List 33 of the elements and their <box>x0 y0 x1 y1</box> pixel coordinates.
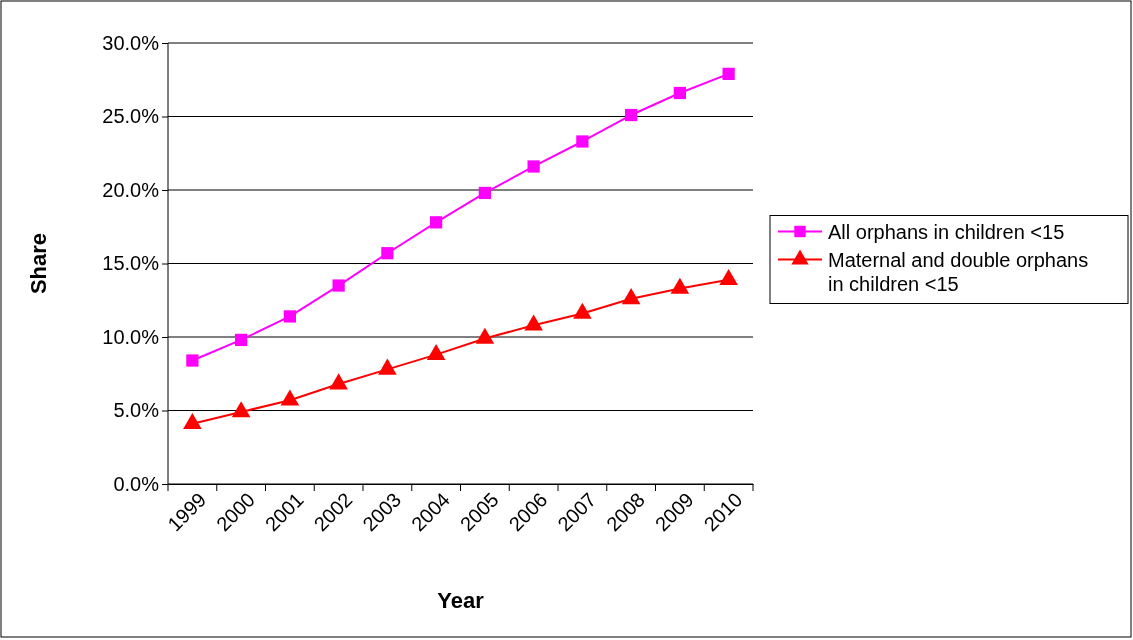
point <box>625 108 638 122</box>
legend-label: All orphans in children <15 <box>828 220 1065 243</box>
point <box>283 310 296 323</box>
y-tick-label: 15.0% <box>102 252 160 275</box>
point <box>524 314 543 331</box>
point <box>621 288 641 305</box>
point <box>478 186 491 200</box>
point <box>722 67 735 80</box>
y-tick-label: 25.0% <box>102 105 160 128</box>
point <box>475 327 495 344</box>
y-tick-label: 20.0% <box>102 178 160 201</box>
y-axis-title: Share <box>26 232 51 295</box>
point <box>381 247 394 260</box>
y-tick-label: 30.0% <box>102 31 160 54</box>
point <box>573 302 592 319</box>
point <box>719 268 738 286</box>
point <box>430 216 443 229</box>
x-axis-title: Year <box>437 588 485 613</box>
point <box>426 343 446 361</box>
y-tick-label: 10.0% <box>102 325 160 348</box>
point <box>231 401 251 418</box>
point <box>527 160 540 173</box>
point <box>280 389 300 406</box>
legend-label: Maternal and double orphans in children <15 <box>828 248 1089 295</box>
point <box>576 135 589 148</box>
y-tick-label: 0.0% <box>113 472 160 495</box>
point <box>378 358 397 375</box>
point <box>673 86 686 100</box>
point <box>332 279 345 292</box>
point <box>670 277 690 294</box>
point <box>329 373 348 390</box>
y-tick-label: 5.0% <box>113 399 160 422</box>
point <box>183 412 202 430</box>
